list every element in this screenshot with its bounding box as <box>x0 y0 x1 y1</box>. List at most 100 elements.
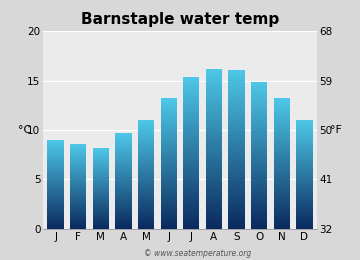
Bar <box>274 223 290 224</box>
Bar <box>93 155 109 156</box>
Bar <box>161 98 177 99</box>
Bar <box>274 130 290 131</box>
Bar <box>206 75 222 76</box>
Bar <box>161 205 177 206</box>
Bar <box>115 175 132 176</box>
Bar <box>228 216 245 217</box>
Bar <box>206 223 222 225</box>
Bar <box>138 143 154 144</box>
Bar <box>70 189 86 190</box>
Bar <box>228 144 245 145</box>
Bar <box>183 88 199 89</box>
Bar <box>228 119 245 120</box>
Bar <box>115 177 132 178</box>
Bar <box>206 104 222 105</box>
Bar <box>251 114 267 115</box>
Bar <box>206 115 222 116</box>
Bar <box>48 194 64 195</box>
Bar <box>115 220 132 221</box>
Bar <box>138 148 154 149</box>
Bar <box>296 196 312 197</box>
Bar <box>161 160 177 161</box>
Bar <box>161 149 177 150</box>
Bar <box>206 179 222 180</box>
Bar <box>296 161 312 162</box>
Bar <box>93 189 109 190</box>
Bar <box>206 70 222 71</box>
Bar <box>206 72 222 73</box>
Bar <box>138 150 154 151</box>
Bar <box>183 108 199 109</box>
Bar <box>274 211 290 212</box>
Bar <box>115 203 132 204</box>
Bar <box>206 195 222 196</box>
Bar <box>296 183 312 184</box>
Bar <box>138 199 154 200</box>
Bar <box>115 183 132 184</box>
Bar <box>115 139 132 140</box>
Bar <box>296 186 312 187</box>
Bar <box>183 150 199 151</box>
Bar <box>251 102 267 103</box>
Bar <box>70 223 86 224</box>
Bar <box>296 137 312 138</box>
Bar <box>206 167 222 168</box>
Bar <box>296 215 312 216</box>
Bar <box>161 221 177 222</box>
Bar <box>161 186 177 187</box>
Bar <box>183 172 199 173</box>
Bar <box>161 133 177 134</box>
Bar <box>115 171 132 172</box>
Bar <box>161 214 177 215</box>
Bar <box>206 171 222 172</box>
Bar <box>274 189 290 190</box>
Bar <box>183 93 199 94</box>
Bar <box>93 149 109 150</box>
Bar <box>251 138 267 139</box>
Bar <box>138 218 154 219</box>
Bar <box>48 192 64 193</box>
Bar <box>206 87 222 88</box>
Bar <box>274 206 290 207</box>
Bar <box>48 172 64 173</box>
Bar <box>183 104 199 105</box>
Bar <box>296 150 312 151</box>
Bar <box>183 171 199 172</box>
Bar <box>206 132 222 133</box>
Bar <box>138 168 154 169</box>
Bar <box>206 206 222 207</box>
Bar <box>296 135 312 136</box>
Bar <box>274 140 290 141</box>
Bar <box>161 129 177 130</box>
Bar <box>251 97 267 98</box>
Bar <box>296 182 312 183</box>
Bar <box>93 196 109 197</box>
Bar <box>274 224 290 225</box>
Bar <box>70 184 86 185</box>
Bar <box>48 193 64 194</box>
Bar <box>206 110 222 112</box>
Title: Barnstaple water temp: Barnstaple water temp <box>81 12 279 27</box>
Bar <box>161 138 177 139</box>
Bar <box>183 103 199 104</box>
Bar <box>48 168 64 169</box>
Bar <box>228 71 245 72</box>
Bar <box>251 216 267 217</box>
Bar <box>115 219 132 220</box>
Bar <box>93 165 109 166</box>
Bar <box>93 148 109 149</box>
Bar <box>206 216 222 217</box>
Bar <box>161 198 177 199</box>
Bar <box>115 228 132 229</box>
Bar <box>274 142 290 143</box>
Bar <box>138 121 154 122</box>
Bar <box>161 171 177 172</box>
Bar <box>206 78 222 79</box>
Bar <box>138 174 154 175</box>
Bar <box>206 155 222 156</box>
Bar <box>183 116 199 117</box>
Bar <box>161 190 177 191</box>
Bar <box>48 207 64 208</box>
Bar <box>251 220 267 221</box>
Bar <box>274 200 290 201</box>
